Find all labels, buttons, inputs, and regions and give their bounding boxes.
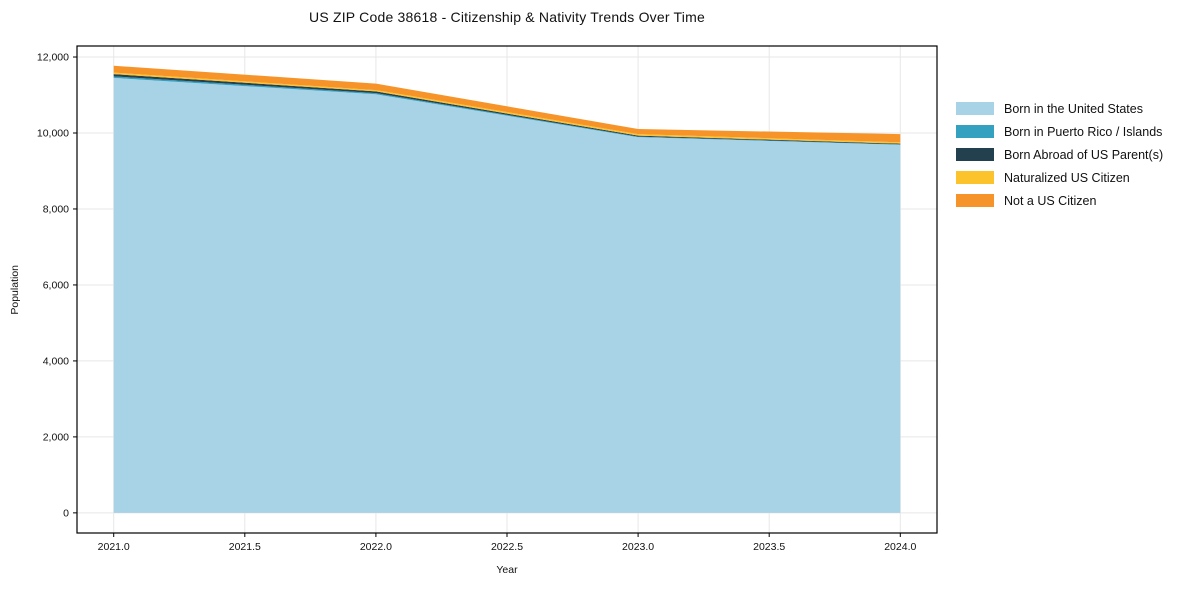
legend-swatch [956,148,994,161]
legend-label: Born Abroad of US Parent(s) [1004,147,1164,162]
area-born-in-the-united-states [113,77,901,513]
legend-label: Born in the United States [1004,101,1143,116]
legend-item-born-abroad-of-us-parent-s: Born Abroad of US Parent(s) [956,147,1164,162]
legend-swatch [956,194,994,207]
x-tick-label: 2022.5 [491,541,523,553]
y-tick-label: 6,000 [43,279,69,291]
y-tick-label: 2,000 [43,431,69,443]
legend-label: Naturalized US Citizen [1004,170,1130,185]
legend-swatch [956,102,994,115]
legend-label: Not a US Citizen [1004,193,1097,208]
legend-label: Born in Puerto Rico / Islands [1004,124,1163,139]
x-tick-label: 2021.5 [229,541,261,553]
legend-swatch [956,125,994,138]
legend-item-naturalized-us-citizen: Naturalized US Citizen [956,170,1163,185]
legend-item-born-in-puerto-rico-islands: Born in Puerto Rico / Islands [956,124,1163,139]
y-tick-label: 4,000 [43,355,69,367]
legend: Born in the United States Born in Puerto … [956,101,1164,208]
x-tick-label: 2023.0 [622,541,654,553]
legend-item-not-a-us-citizen: Not a US Citizen [956,193,1163,208]
legend-swatch [956,171,994,184]
chart-title: US ZIP Code 38618 - Citizenship & Nativi… [309,9,705,25]
x-tick-label: 2024.0 [884,541,916,553]
y-tick-label: 10,000 [37,127,69,139]
area-not-a-us-citizen [113,65,901,143]
y-axis-label-container: Population [2,46,28,533]
y-tick-label: 0 [63,507,69,519]
y-tick-label: 8,000 [43,203,69,215]
x-tick-label: 2022.0 [360,541,392,553]
x-tick-label: 2023.5 [753,541,785,553]
x-axis-label: Year [496,564,518,576]
area-born-abroad-of-us-parent-s [113,74,901,145]
legend-item-born-in-the-united-states: Born in the United States [956,101,1163,116]
y-axis-label: Population [9,264,21,315]
y-tick-label: 12,000 [37,52,69,64]
x-tick-label: 2021.0 [98,541,130,553]
